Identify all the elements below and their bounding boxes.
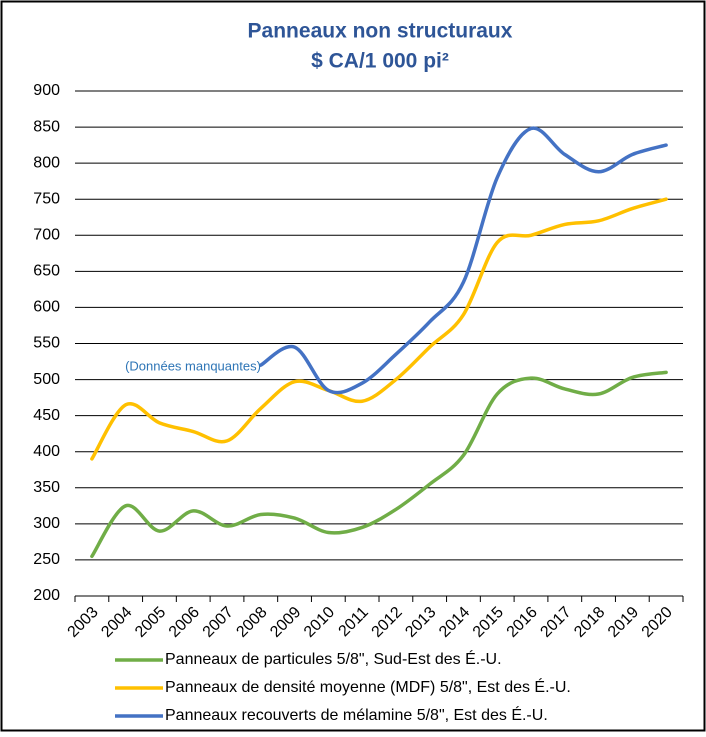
chart-subtitle: $ CA/1 000 pi² [311, 50, 449, 73]
legend-label: Panneaux recouverts de mélamine 5/8", Es… [165, 705, 548, 724]
y-tick-label: 900 [33, 82, 60, 99]
y-tick-label: 400 [33, 443, 60, 460]
series-line [90, 370, 668, 559]
y-tick-label: 800 [33, 154, 60, 171]
legend-label: Panneaux de particules 5/8", Sud-Est des… [165, 649, 502, 668]
legend-label: Panneaux de densité moyenne (MDF) 5/8", … [165, 677, 571, 696]
annotation: (Données manquantes) [125, 358, 261, 373]
y-tick-label: 450 [33, 407, 60, 424]
y-tick-label: 300 [33, 515, 60, 532]
y-tick-label: 850 [33, 118, 60, 135]
series-line [90, 197, 668, 461]
y-tick-label: 350 [33, 479, 60, 496]
y-tick-label: 550 [33, 335, 60, 352]
y-tick-label: 600 [33, 299, 60, 316]
y-tick-label: 200 [33, 587, 60, 604]
y-tick-label: 650 [33, 263, 60, 280]
y-tick-label: 500 [33, 371, 60, 388]
series-line [259, 126, 668, 395]
chart-title: Panneaux non structuraux [248, 20, 513, 43]
y-tick-label: 250 [33, 551, 60, 568]
y-tick-label: 750 [33, 190, 60, 207]
y-tick-label: 700 [33, 227, 60, 244]
